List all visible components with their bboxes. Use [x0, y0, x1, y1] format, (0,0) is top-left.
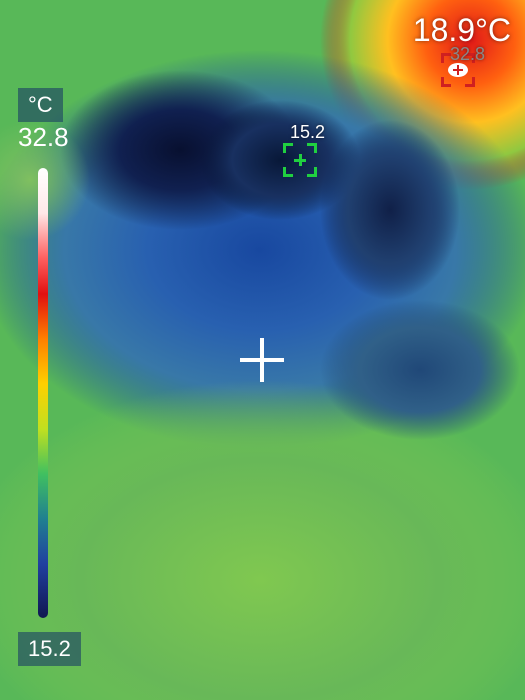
thermal-image — [0, 0, 525, 700]
